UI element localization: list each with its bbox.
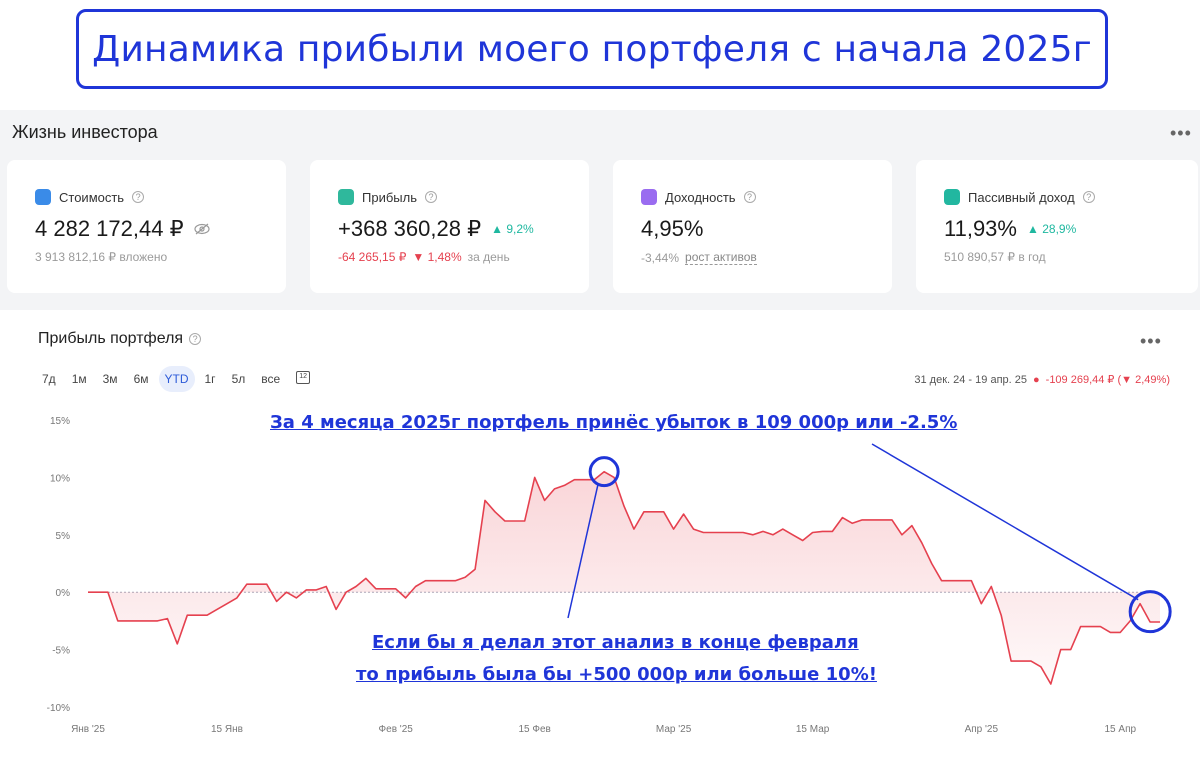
app-title: Жизнь инвестора — [12, 122, 158, 142]
period-tab[interactable]: 3м — [102, 372, 118, 386]
arrow-up-icon: ▲ — [491, 222, 503, 236]
eye-off-icon[interactable] — [193, 223, 210, 235]
day-change-value: -64 265,15 ₽ — [338, 250, 407, 264]
invested-amount: 3 913 812,16 ₽ вложено — [35, 250, 168, 264]
peak-marker-circle — [588, 456, 620, 488]
series-line — [88, 470, 1160, 685]
x-tick-label: Фев '25 — [379, 724, 414, 735]
x-tick-label: 15 Мар — [796, 724, 830, 735]
more-menu-icon[interactable]: ••• — [1170, 123, 1192, 143]
calendar-icon — [641, 189, 657, 205]
app-window: Жизнь инвестора ••• Стоимость ? 4 282 17… — [0, 110, 1200, 770]
passive-income-yearly: 510 890,57 ₽ в год — [944, 250, 1046, 264]
period-tab[interactable]: 1г — [204, 372, 216, 386]
banner-title: Динамика прибыли моего портфеля с начала… — [92, 28, 1092, 70]
range-summary: 31 дек. 24 - 19 апр. 25 ● -109 269,44 ₽ … — [914, 373, 1170, 387]
arrow-down-icon: ▼ — [1121, 374, 1133, 386]
series-area — [88, 471, 1160, 684]
chart-icon — [338, 189, 354, 205]
period-tab[interactable]: 7д — [42, 372, 56, 386]
y-tick-label: 5% — [56, 531, 71, 542]
help-icon[interactable]: ? — [189, 333, 202, 345]
arrow-up-icon: ▲ — [1026, 222, 1039, 236]
annotation-top: За 4 месяца 2025г портфель принёс убыток… — [270, 412, 958, 433]
annotation-bottom-line2: то прибыль была бы +500 000р или больше … — [356, 664, 877, 685]
piggy-bank-icon — [944, 189, 960, 205]
x-tick-label: Апр '25 — [965, 724, 999, 735]
range-value: -109 269,44 ₽ (▼ 2,49%) — [1045, 374, 1170, 386]
card-label: Пассивный доход — [968, 189, 1075, 205]
card-passive-income: Пассивный доход ? 11,93% ▲ 28,9% 510 890… — [916, 160, 1198, 293]
period-tab[interactable]: 1м — [71, 372, 87, 386]
range-label: 31 дек. 24 - 19 апр. 25 — [914, 373, 1027, 386]
y-tick-label: 15% — [50, 416, 70, 427]
profit-value: +368 360,28 ₽ — [338, 216, 482, 241]
x-tick-label: Мар '25 — [656, 724, 692, 735]
yield-value: 4,95% — [641, 216, 704, 241]
current-marker-circle — [1128, 590, 1172, 634]
y-tick-label: -10% — [47, 703, 70, 714]
x-tick-label: 15 Фев — [518, 724, 550, 735]
y-tick-label: 0% — [56, 588, 71, 599]
asset-growth-link[interactable]: рост активов — [685, 250, 757, 265]
day-change-pct: ▼ 1,48% — [412, 250, 462, 264]
help-icon[interactable]: ? — [743, 191, 756, 203]
card-yield: Доходность ? 4,95% -3,44% рост активов — [613, 160, 892, 293]
help-icon[interactable]: ? — [424, 191, 437, 203]
period-selector: 7д 1м 3м 6м YTD 1г 5л все 12 — [36, 366, 311, 392]
chart-more-icon[interactable]: ••• — [1140, 331, 1162, 351]
x-tick-label: Янв '25 — [71, 724, 105, 735]
passive-income-badge: ▲ 28,9% — [1026, 222, 1077, 236]
x-tick-label: 15 Янв — [211, 724, 243, 735]
pointer-line-current — [871, 443, 1139, 601]
period-tab[interactable]: все — [261, 372, 281, 386]
arrow-down-icon: ▼ — [412, 250, 425, 264]
card-value: Стоимость ? 4 282 172,44 ₽ 3 913 812,16 … — [7, 160, 286, 293]
portfolio-value: 4 282 172,44 ₽ — [35, 216, 184, 241]
period-tab[interactable]: 6м — [133, 372, 149, 386]
y-tick-label: 10% — [50, 473, 70, 484]
app-header: Жизнь инвестора ••• — [0, 110, 1200, 158]
help-icon[interactable]: ? — [1082, 191, 1095, 203]
chart-title: Прибыль портфеля — [38, 330, 184, 347]
card-label: Доходность — [665, 189, 736, 205]
profit-badge: ▲ 9,2% — [491, 222, 534, 236]
x-tick-label: 15 Апр — [1105, 724, 1137, 735]
card-profit: Прибыль ? +368 360,28 ₽ ▲ 9,2% -64 265,1… — [310, 160, 589, 293]
help-icon[interactable]: ? — [132, 191, 145, 203]
day-label: за день — [467, 250, 510, 264]
annotation-bottom-line1: Если бы я делал этот анализ в конце февр… — [372, 632, 859, 653]
passive-income-value: 11,93% — [944, 216, 1017, 241]
pointer-line-peak — [567, 483, 599, 619]
card-label: Стоимость — [59, 189, 125, 205]
period-tab[interactable]: 5л — [231, 372, 246, 386]
card-label: Прибыль — [362, 189, 417, 205]
period-tab[interactable]: YTD — [158, 366, 195, 392]
title-banner: Динамика прибыли моего портфеля с начала… — [76, 9, 1108, 89]
wallet-icon — [35, 189, 51, 205]
dot-icon: ● — [1033, 373, 1040, 386]
profit-chart: 15% 10% 5% 0% -5% -10%Янв '25 15 Янв Фев '25 15 … — [47, 416, 1172, 735]
y-tick-label: -5% — [52, 646, 70, 657]
calendar-picker-icon[interactable]: 12 — [296, 371, 311, 384]
yield-change: -3,44% — [641, 250, 680, 265]
